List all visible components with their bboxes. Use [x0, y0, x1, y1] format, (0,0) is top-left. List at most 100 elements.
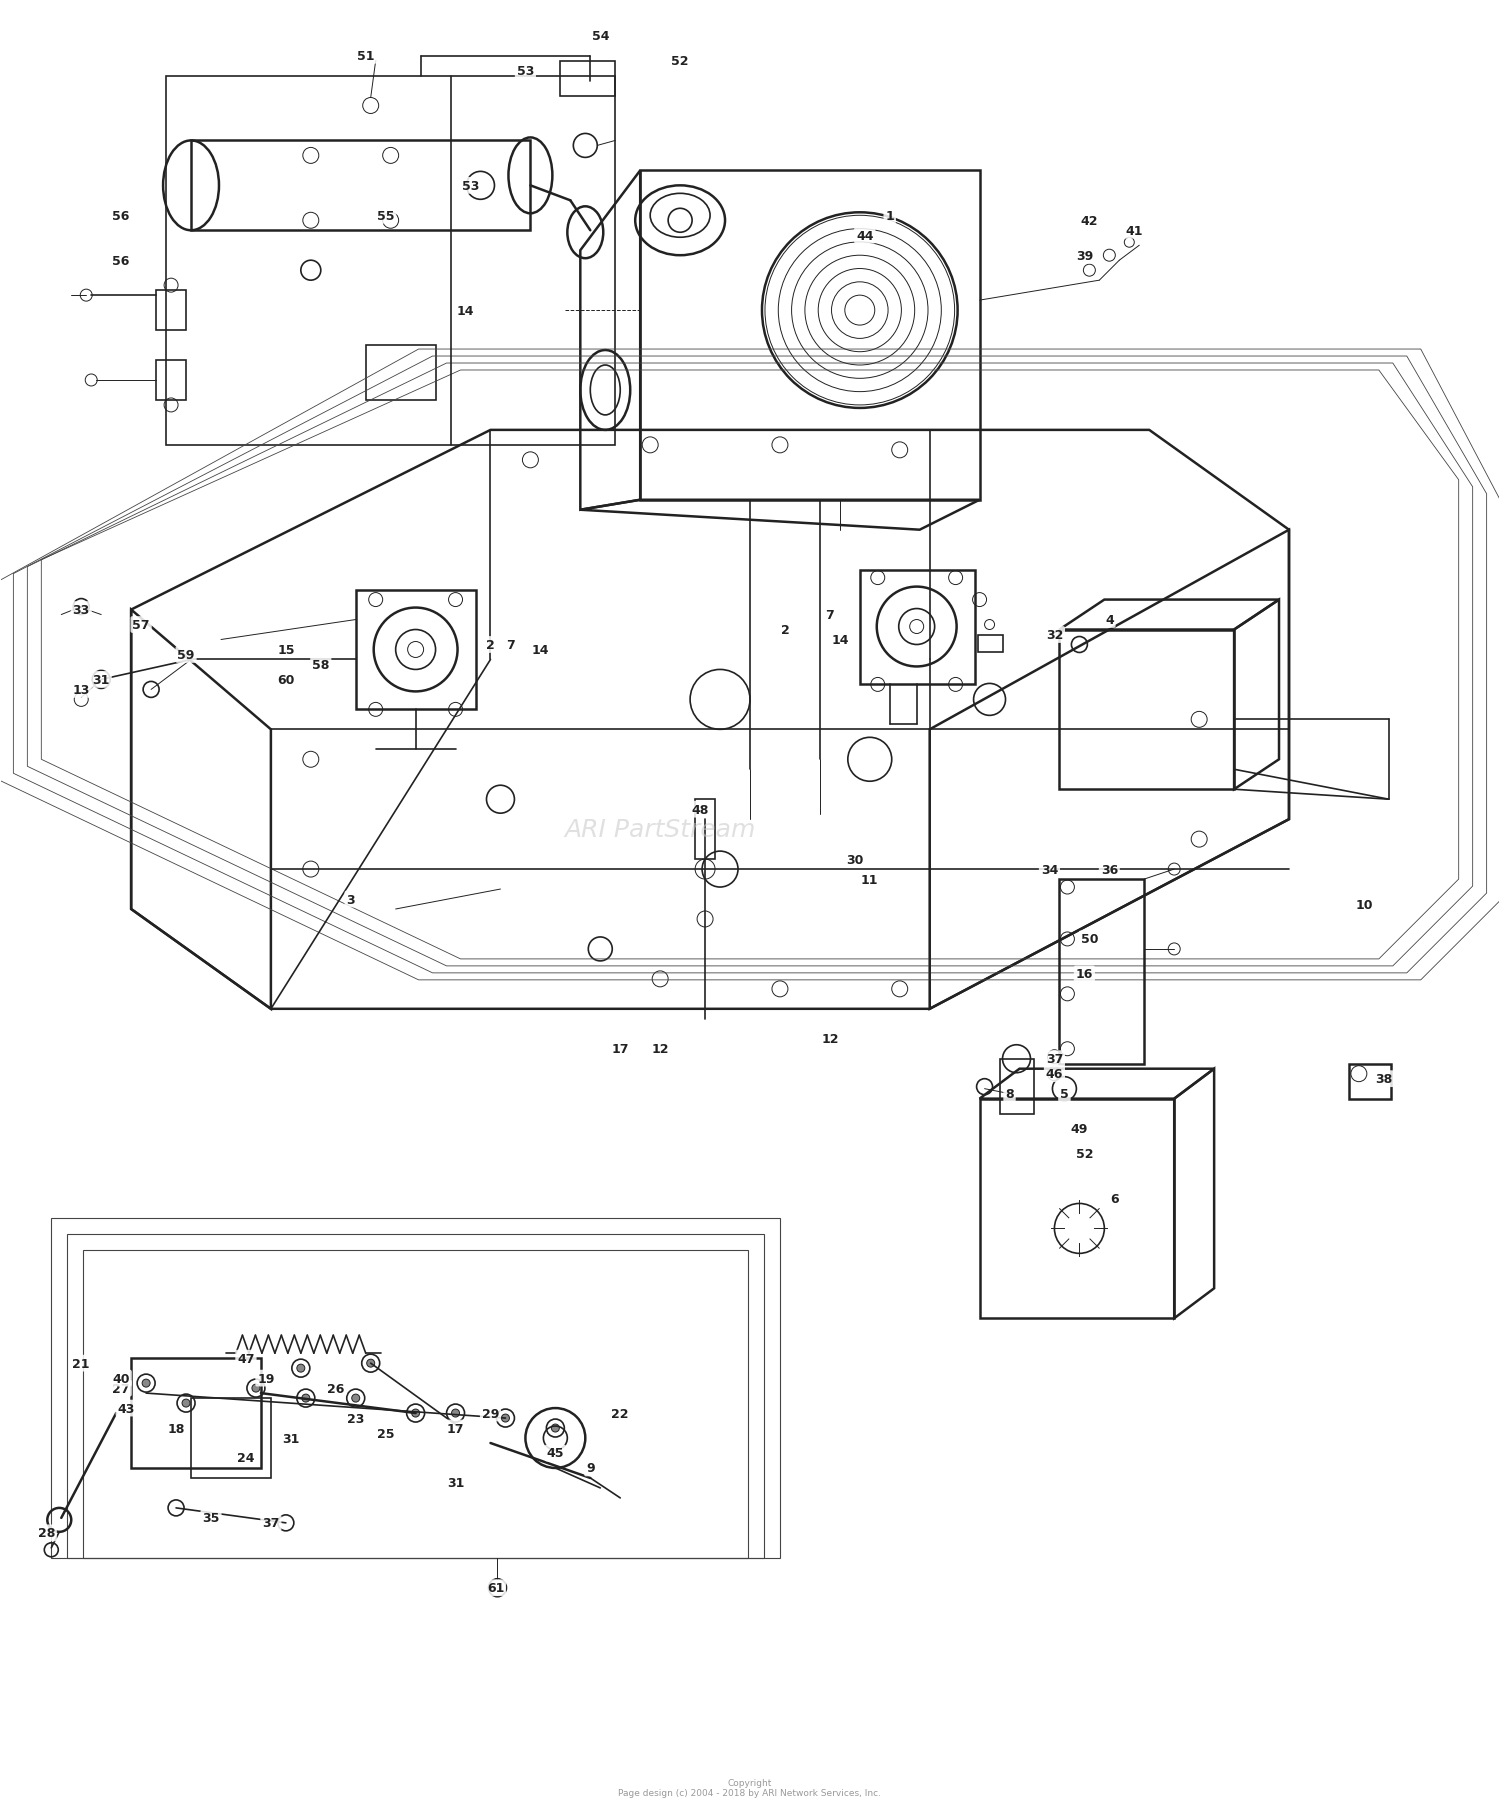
Text: 37: 37: [1046, 1052, 1064, 1065]
Text: 50: 50: [1080, 932, 1098, 945]
Text: 5: 5: [1060, 1088, 1070, 1101]
Text: 17: 17: [447, 1422, 465, 1435]
Bar: [1059, 880, 1144, 1065]
Text: 31: 31: [93, 673, 110, 686]
Text: 31: 31: [282, 1431, 300, 1444]
Circle shape: [501, 1415, 510, 1422]
Text: ARI PartStream: ARI PartStream: [564, 818, 756, 842]
Text: 30: 30: [846, 853, 864, 865]
Circle shape: [351, 1395, 360, 1402]
Text: 36: 36: [1101, 863, 1118, 876]
Text: 35: 35: [202, 1511, 219, 1524]
Bar: [1059, 629, 1234, 789]
Text: 3: 3: [346, 892, 355, 905]
Text: 38: 38: [1376, 1072, 1392, 1085]
Text: 42: 42: [1080, 214, 1098, 227]
Text: 2: 2: [486, 639, 495, 651]
Text: 12: 12: [821, 1032, 839, 1045]
Text: 34: 34: [1041, 863, 1058, 876]
Text: 14: 14: [831, 633, 849, 646]
Text: 56: 56: [112, 210, 130, 223]
Text: 22: 22: [612, 1408, 628, 1420]
Text: 55: 55: [376, 210, 394, 223]
Text: 26: 26: [327, 1382, 345, 1395]
Text: 7: 7: [825, 610, 834, 622]
Text: 39: 39: [1076, 250, 1094, 263]
Bar: [190, 1399, 272, 1478]
Bar: [356, 590, 476, 709]
Text: 33: 33: [72, 604, 90, 617]
Circle shape: [252, 1384, 260, 1393]
Bar: [366, 346, 435, 401]
Text: 51: 51: [357, 51, 375, 63]
Text: 14: 14: [531, 644, 549, 657]
Circle shape: [452, 1409, 459, 1417]
Circle shape: [142, 1379, 150, 1388]
Text: 6: 6: [1110, 1192, 1119, 1204]
Text: 2: 2: [780, 624, 789, 637]
Text: 4: 4: [1106, 613, 1113, 626]
Text: 24: 24: [237, 1451, 255, 1464]
Text: 58: 58: [312, 658, 330, 671]
Text: 1: 1: [885, 210, 894, 223]
Text: 48: 48: [692, 804, 709, 816]
Text: 11: 11: [861, 873, 879, 885]
Text: 40: 40: [112, 1371, 130, 1384]
Text: 43: 43: [117, 1402, 135, 1415]
Text: 52: 52: [672, 54, 688, 69]
Text: Copyright
Page design (c) 2004 - 2018 by ARI Network Services, Inc.: Copyright Page design (c) 2004 - 2018 by…: [618, 1778, 882, 1798]
Text: 57: 57: [132, 619, 150, 631]
Bar: [130, 1359, 261, 1468]
Bar: [859, 570, 975, 686]
Text: 15: 15: [278, 644, 294, 657]
Text: 10: 10: [1354, 898, 1372, 911]
Text: 53: 53: [516, 65, 534, 78]
Text: 23: 23: [346, 1411, 364, 1424]
Text: 7: 7: [506, 639, 515, 651]
Circle shape: [182, 1399, 190, 1408]
Text: 25: 25: [376, 1428, 394, 1440]
Bar: [978, 635, 1002, 653]
Bar: [156, 361, 186, 401]
Text: 59: 59: [177, 649, 195, 662]
Text: 56: 56: [112, 254, 130, 267]
Text: 17: 17: [612, 1043, 628, 1056]
Text: 18: 18: [168, 1422, 184, 1435]
Text: 46: 46: [1046, 1068, 1064, 1081]
Text: 54: 54: [591, 31, 609, 44]
Text: 13: 13: [72, 684, 90, 697]
Text: 8: 8: [1005, 1088, 1014, 1101]
Circle shape: [366, 1359, 375, 1368]
Text: 44: 44: [856, 230, 873, 243]
Text: 37: 37: [262, 1517, 279, 1529]
Text: 52: 52: [1076, 1148, 1094, 1161]
Circle shape: [297, 1364, 304, 1373]
Text: 61: 61: [488, 1582, 504, 1595]
Text: 32: 32: [1046, 629, 1064, 642]
Text: 16: 16: [1076, 969, 1094, 981]
Bar: [166, 76, 615, 446]
Text: 9: 9: [586, 1462, 594, 1475]
Text: 14: 14: [458, 305, 474, 317]
Bar: [999, 1059, 1035, 1114]
Bar: [1348, 1065, 1390, 1099]
Text: 27: 27: [112, 1382, 130, 1395]
Text: 41: 41: [1125, 225, 1143, 238]
Text: 45: 45: [546, 1448, 564, 1460]
Bar: [694, 800, 715, 860]
Circle shape: [302, 1395, 310, 1402]
Text: 53: 53: [462, 180, 478, 192]
Bar: [561, 62, 615, 96]
Bar: [980, 1099, 1174, 1319]
Bar: [156, 290, 186, 330]
Text: 31: 31: [447, 1477, 464, 1489]
Bar: [82, 1250, 748, 1558]
Text: 28: 28: [38, 1527, 56, 1540]
Text: 12: 12: [651, 1043, 669, 1056]
Bar: [68, 1235, 764, 1558]
Text: 21: 21: [72, 1357, 90, 1370]
Bar: [51, 1219, 780, 1558]
Text: 60: 60: [278, 673, 294, 686]
Text: 49: 49: [1071, 1123, 1088, 1136]
Circle shape: [411, 1409, 420, 1417]
